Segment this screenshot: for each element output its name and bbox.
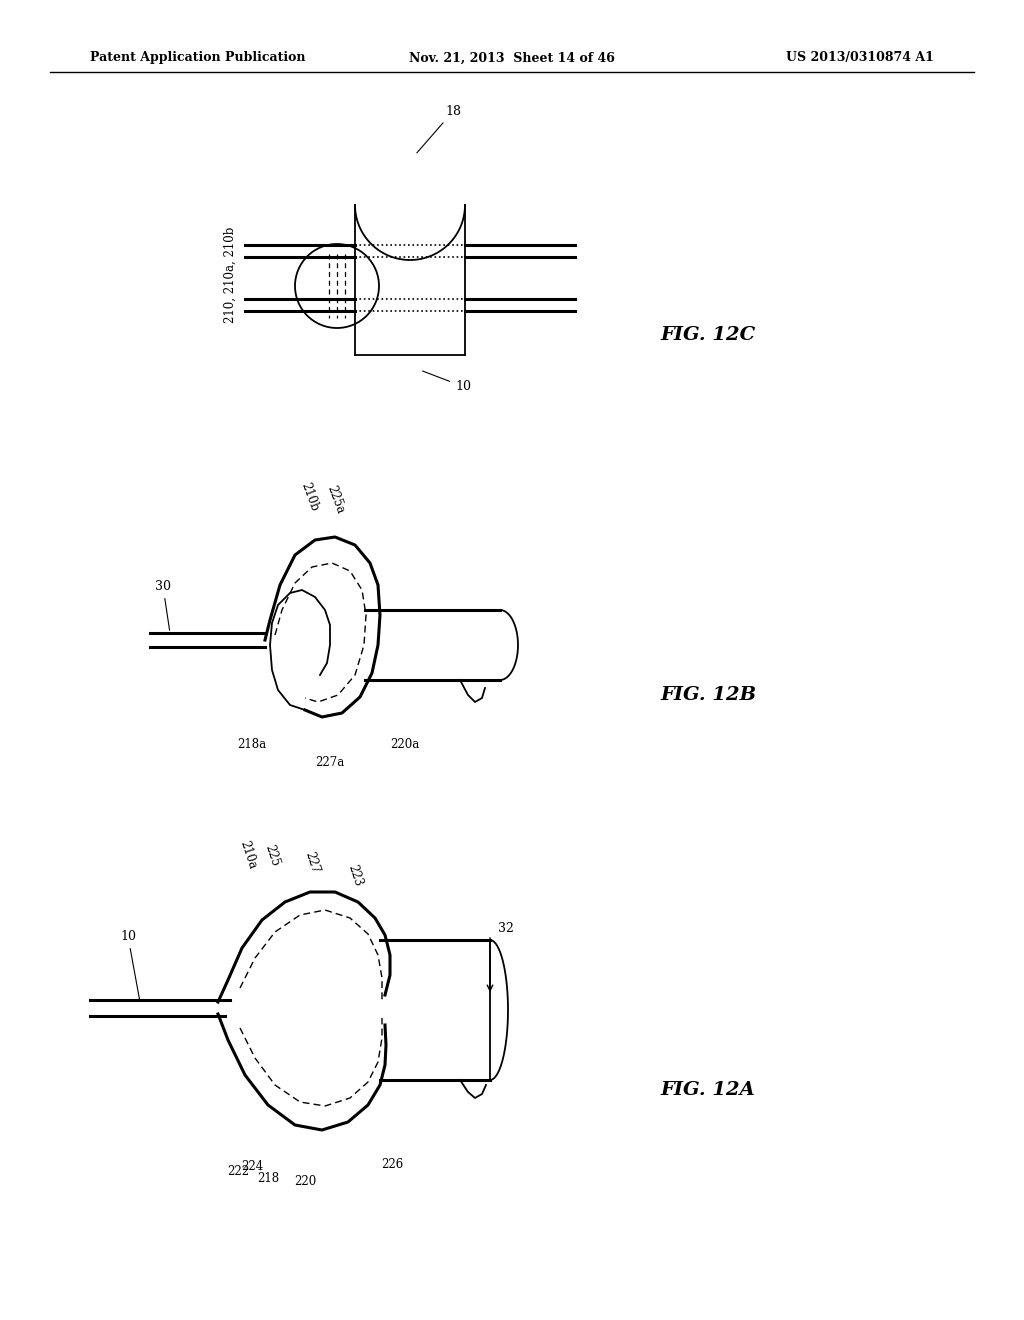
Text: 218a: 218a — [238, 738, 266, 751]
Text: FIG. 12C: FIG. 12C — [660, 326, 755, 345]
Text: 10: 10 — [120, 931, 139, 999]
Text: FIG. 12B: FIG. 12B — [660, 686, 756, 704]
Text: 226: 226 — [381, 1158, 403, 1171]
Text: 223: 223 — [345, 862, 365, 887]
Text: US 2013/0310874 A1: US 2013/0310874 A1 — [786, 51, 934, 65]
Text: 210a: 210a — [238, 840, 259, 871]
Text: FIG. 12A: FIG. 12A — [660, 1081, 755, 1100]
Text: 225a: 225a — [324, 484, 346, 516]
Text: 218: 218 — [257, 1172, 280, 1185]
Text: 222: 222 — [227, 1166, 249, 1177]
Text: 227: 227 — [302, 849, 322, 875]
Text: 18: 18 — [417, 106, 461, 153]
Text: 224: 224 — [241, 1160, 263, 1173]
Text: 210b: 210b — [299, 480, 322, 513]
Text: 227a: 227a — [315, 756, 345, 770]
Text: 30: 30 — [155, 579, 171, 630]
Text: Patent Application Publication: Patent Application Publication — [90, 51, 305, 65]
Text: Nov. 21, 2013  Sheet 14 of 46: Nov. 21, 2013 Sheet 14 of 46 — [409, 51, 615, 65]
Text: 210, 210a, 210b: 210, 210a, 210b — [223, 227, 237, 323]
Text: 32: 32 — [498, 921, 514, 935]
Text: 10: 10 — [423, 371, 471, 393]
Text: 225: 225 — [262, 842, 282, 867]
Text: 220a: 220a — [390, 738, 420, 751]
Text: 220: 220 — [294, 1175, 316, 1188]
